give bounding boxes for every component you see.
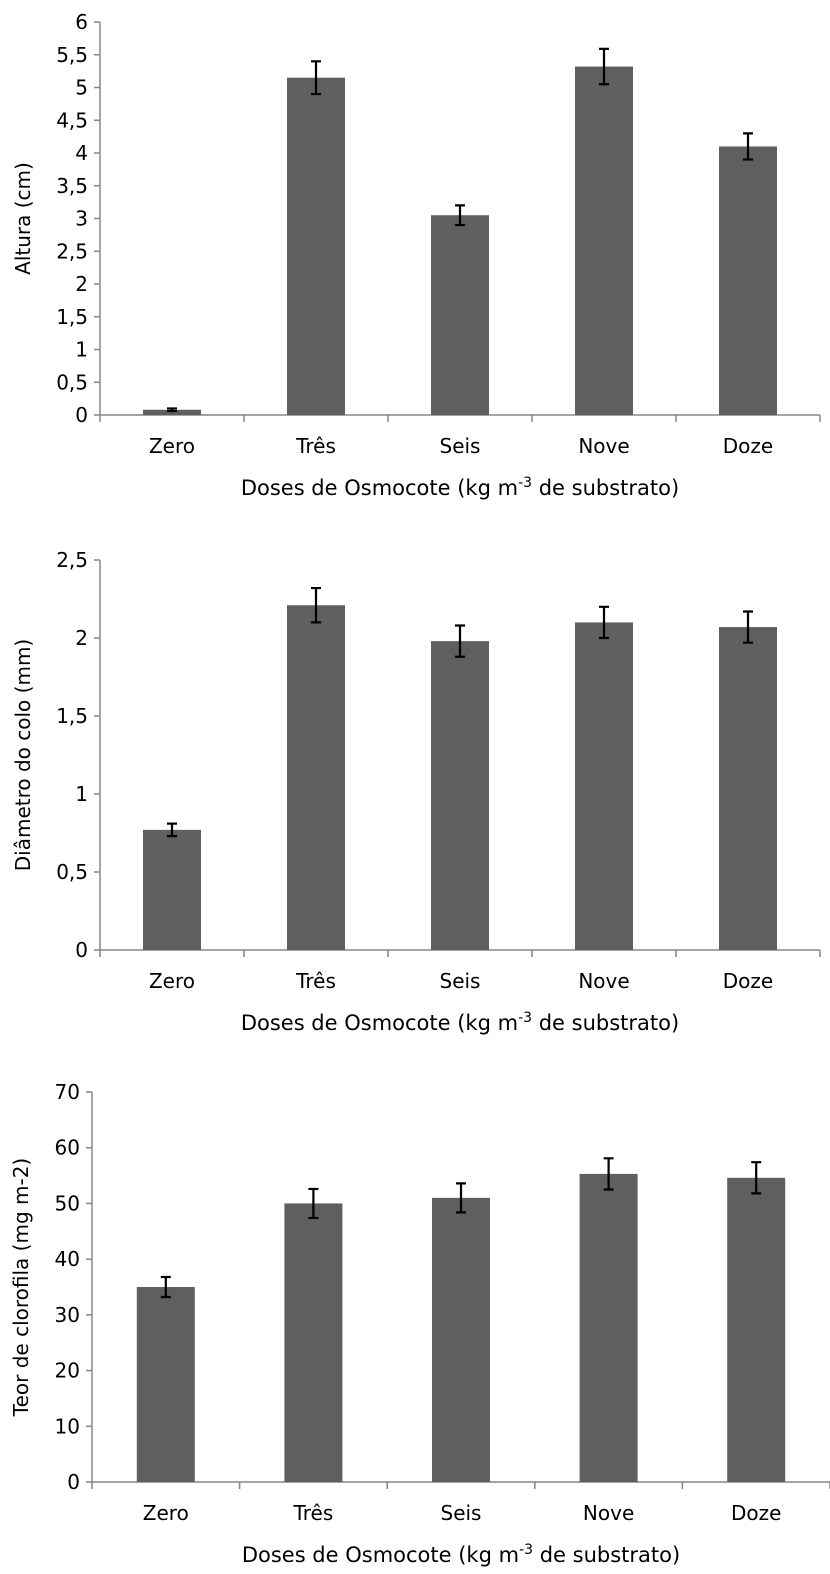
bar-tres (287, 605, 345, 950)
y-axis-title: Altura (cm) (11, 162, 35, 275)
bar-doze (727, 1177, 786, 1482)
error-bar (160, 1275, 171, 1299)
y-tick-label: 2 (75, 626, 88, 650)
x-axis-title: Doses de Osmocote (kg m-3 de substrato) (241, 1010, 679, 1035)
y-tick-label: 1,5 (56, 305, 88, 329)
x-tick-label: Três (295, 969, 336, 993)
y-tick-label: 40 (55, 1247, 80, 1271)
y-tick-label: 60 (55, 1136, 80, 1160)
y-tick-label: 6 (75, 10, 88, 34)
bar-zero (136, 1287, 195, 1482)
y-tick-label: 0,5 (56, 370, 88, 394)
y-tick-label: 0 (67, 1470, 80, 1494)
x-tick-label: Três (293, 1501, 334, 1525)
y-tick-label: 5 (75, 76, 88, 100)
y-tick-label: 0,5 (56, 860, 88, 884)
bar-tres (284, 1203, 343, 1482)
x-tick-label: Três (295, 434, 336, 458)
y-axis-title: Diâmetro do colo (mm) (11, 639, 35, 871)
y-tick-label: 4,5 (56, 108, 88, 132)
chart-svg: 0 0,5 1 1,5 2 2,5 Zero Três Seis Nove Doze Diâmetro… (11, 548, 821, 1035)
x-tick-label: Zero (149, 969, 195, 993)
x-tick-label: Doze (731, 1501, 781, 1525)
chart-svg: 0 10 20 30 40 50 60 70 Zero Três Seis Nove Doze Teor … (9, 1080, 830, 1567)
bar-seis (431, 215, 489, 415)
y-tick-label: 2 (75, 272, 88, 296)
error-bar (599, 47, 609, 86)
error-bar (311, 586, 321, 624)
y-tick-label: 70 (55, 1080, 80, 1104)
y-tick-label: 2,5 (56, 548, 88, 572)
chart-svg: 0 0,5 1 1,5 2 2,5 3 3,5 4 4,5 5 5,5 6 Zero Três Seis Nov… (11, 10, 821, 500)
y-tick-label: 50 (55, 1191, 80, 1215)
x-tick-label: Zero (143, 1501, 189, 1525)
bar-doze (719, 146, 777, 415)
error-bar (455, 624, 465, 658)
error-bar (603, 1157, 614, 1191)
error-bar (743, 610, 753, 644)
y-tick-label: 2,5 (56, 239, 88, 263)
error-bar (751, 1161, 762, 1195)
y-tick-label: 1 (75, 338, 88, 362)
y-tick-label: 0 (75, 403, 88, 427)
bar-nove (579, 1173, 638, 1482)
error-bar (599, 605, 609, 640)
bar-nove (575, 66, 633, 415)
bar-doze (719, 627, 777, 950)
bar-tres (287, 77, 345, 416)
x-axis-title-main: Doses de Osmocote (kg m (242, 1543, 519, 1567)
bar-zero (143, 829, 201, 950)
chart-teor-clorofila: 0 10 20 30 40 50 60 70 Zero Três Seis Nove Doze Teor … (0, 1060, 830, 1574)
bar-nove (575, 622, 633, 950)
y-tick-label: 5,5 (56, 43, 88, 67)
x-tick-label: Nove (578, 969, 629, 993)
x-tick-label: Seis (440, 969, 481, 993)
y-tick-label: 1 (75, 782, 88, 806)
x-tick-label: Seis (441, 1501, 482, 1525)
y-tick-label: 0 (75, 938, 88, 962)
bar-seis (432, 1197, 490, 1482)
y-tick-label: 30 (55, 1303, 80, 1327)
x-axis-title-sup: -3 (519, 1542, 533, 1558)
y-tick-label: 3 (75, 207, 88, 231)
y-tick-label: 3,5 (56, 174, 88, 198)
y-tick-label: 4 (75, 141, 88, 165)
x-tick-label: Nove (583, 1501, 634, 1525)
y-axis-title: Teor de clorofila (mg m-2) (9, 1158, 33, 1417)
x-axis-title-sup: -3 (518, 475, 532, 491)
x-tick-label: Seis (440, 434, 481, 458)
x-axis-title: Doses de Osmocote (kg m-3 de substrato) (241, 475, 679, 500)
y-tick-label: 1,5 (56, 704, 88, 728)
chart-diametro-colo: 0 0,5 1 1,5 2 2,5 Zero Três Seis Nove Doze Diâmetro… (0, 530, 830, 1050)
x-tick-label: Nove (578, 434, 629, 458)
y-tick-label: 10 (55, 1414, 80, 1438)
x-axis-title-main: Doses de Osmocote (kg m (241, 1011, 518, 1035)
x-axis-title-tail: de substrato) (532, 476, 679, 500)
bar-zero (143, 409, 201, 415)
error-bar (167, 822, 177, 838)
x-axis-title-tail: de substrato) (533, 1543, 680, 1567)
x-tick-label: Doze (723, 434, 773, 458)
y-tick-label: 20 (55, 1359, 80, 1383)
x-tick-label: Doze (723, 969, 773, 993)
error-bar (308, 1187, 319, 1220)
x-axis-title: Doses de Osmocote (kg m-3 de substrato) (242, 1542, 680, 1567)
bar-seis (431, 641, 489, 950)
chart-altura: 0 0,5 1 1,5 2 2,5 3 3,5 4 4,5 5 5,5 6 Zero Três Seis Nov… (0, 0, 830, 520)
x-axis-title-sup: -3 (518, 1010, 532, 1026)
error-bar (743, 132, 753, 161)
x-tick-label: Zero (149, 434, 195, 458)
error-bar (167, 407, 177, 413)
x-axis-title-main: Doses de Osmocote (kg m (241, 476, 518, 500)
error-bar (455, 204, 465, 227)
error-bar (311, 60, 321, 96)
x-axis-title-tail: de substrato) (532, 1011, 679, 1035)
error-bar (456, 1182, 466, 1214)
